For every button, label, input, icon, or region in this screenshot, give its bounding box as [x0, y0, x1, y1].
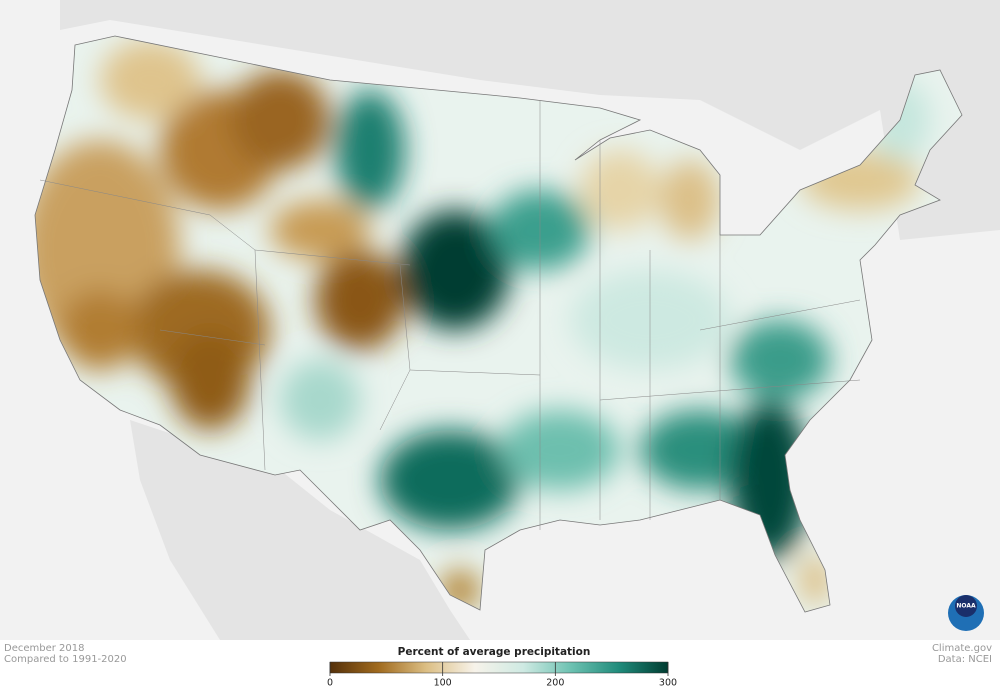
us-outline — [34, 35, 963, 613]
logo-top — [955, 595, 977, 617]
state-lines — [39, 100, 861, 530]
data-source: Data: NCEI — [938, 654, 992, 665]
colorbar-tick-label: 0 — [327, 678, 333, 689]
mexico — [130, 420, 470, 640]
colorbar-tick-label: 100 — [434, 678, 452, 689]
logo-text: NOAA — [956, 603, 976, 610]
colorbar-tick-label: 200 — [546, 678, 564, 689]
canada — [60, 0, 1000, 240]
footer-title: December 2018 — [4, 643, 84, 654]
colorbar-tick-label: 300 — [659, 678, 677, 689]
footer-subtitle: Compared to 1991-2020 — [4, 654, 127, 665]
legend-title: Percent of average precipitation — [398, 646, 591, 658]
source: Climate.gov — [932, 643, 992, 654]
colorbar — [329, 661, 669, 674]
